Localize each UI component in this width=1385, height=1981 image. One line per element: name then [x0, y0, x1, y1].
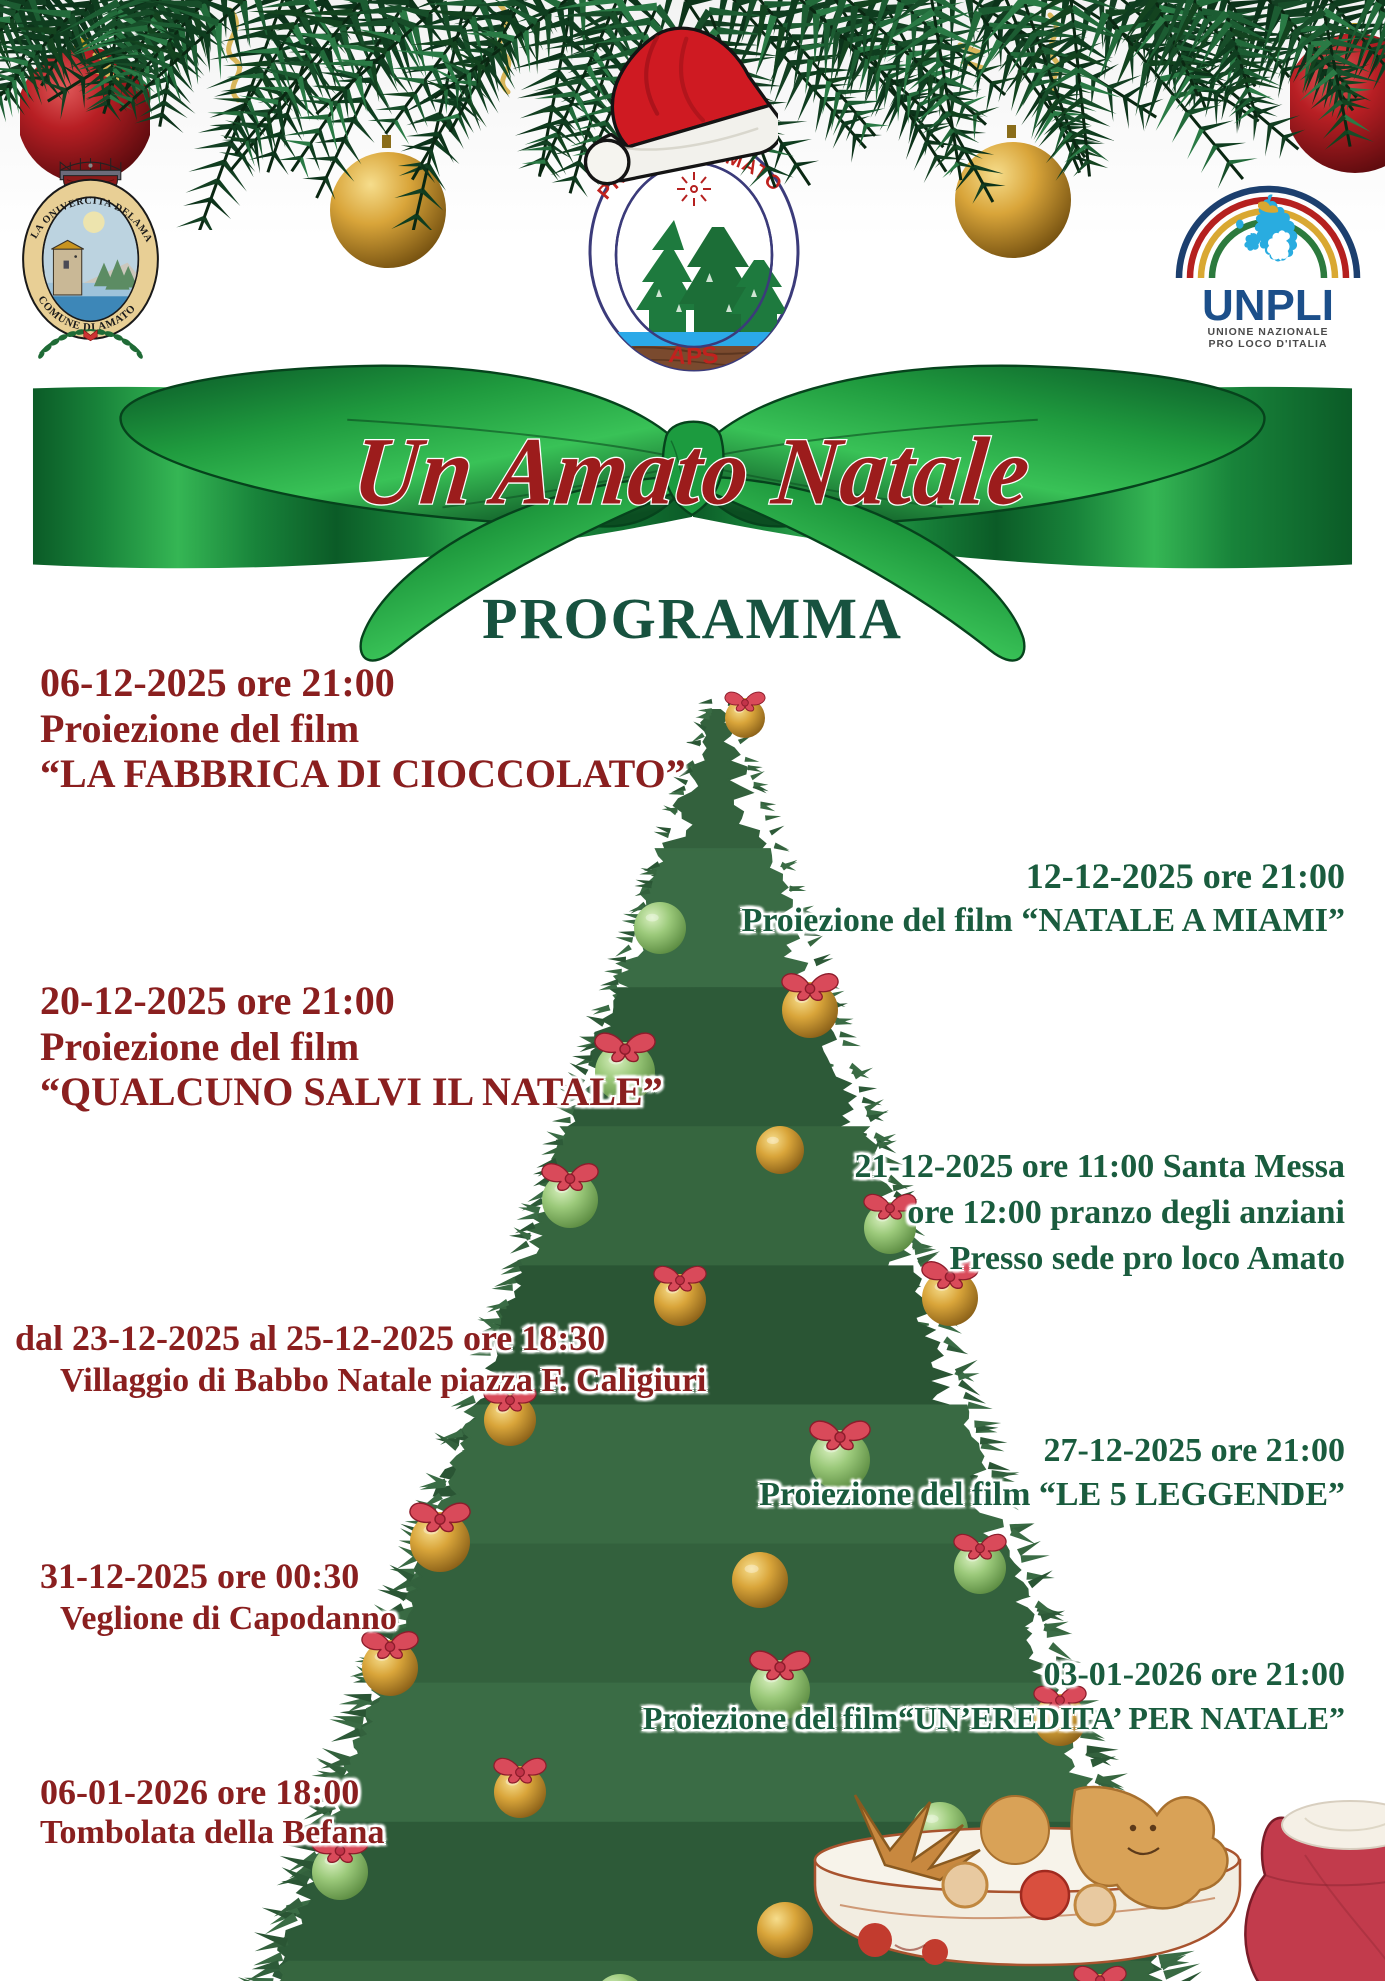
svg-text:APS: APS: [667, 341, 721, 370]
svg-text:PRO LOCO D'ITALIA: PRO LOCO D'ITALIA: [1208, 338, 1327, 348]
svg-text:UNPLI: UNPLI: [1202, 281, 1334, 330]
svg-text:UNIONE NAZIONALE: UNIONE NAZIONALE: [1208, 326, 1329, 338]
